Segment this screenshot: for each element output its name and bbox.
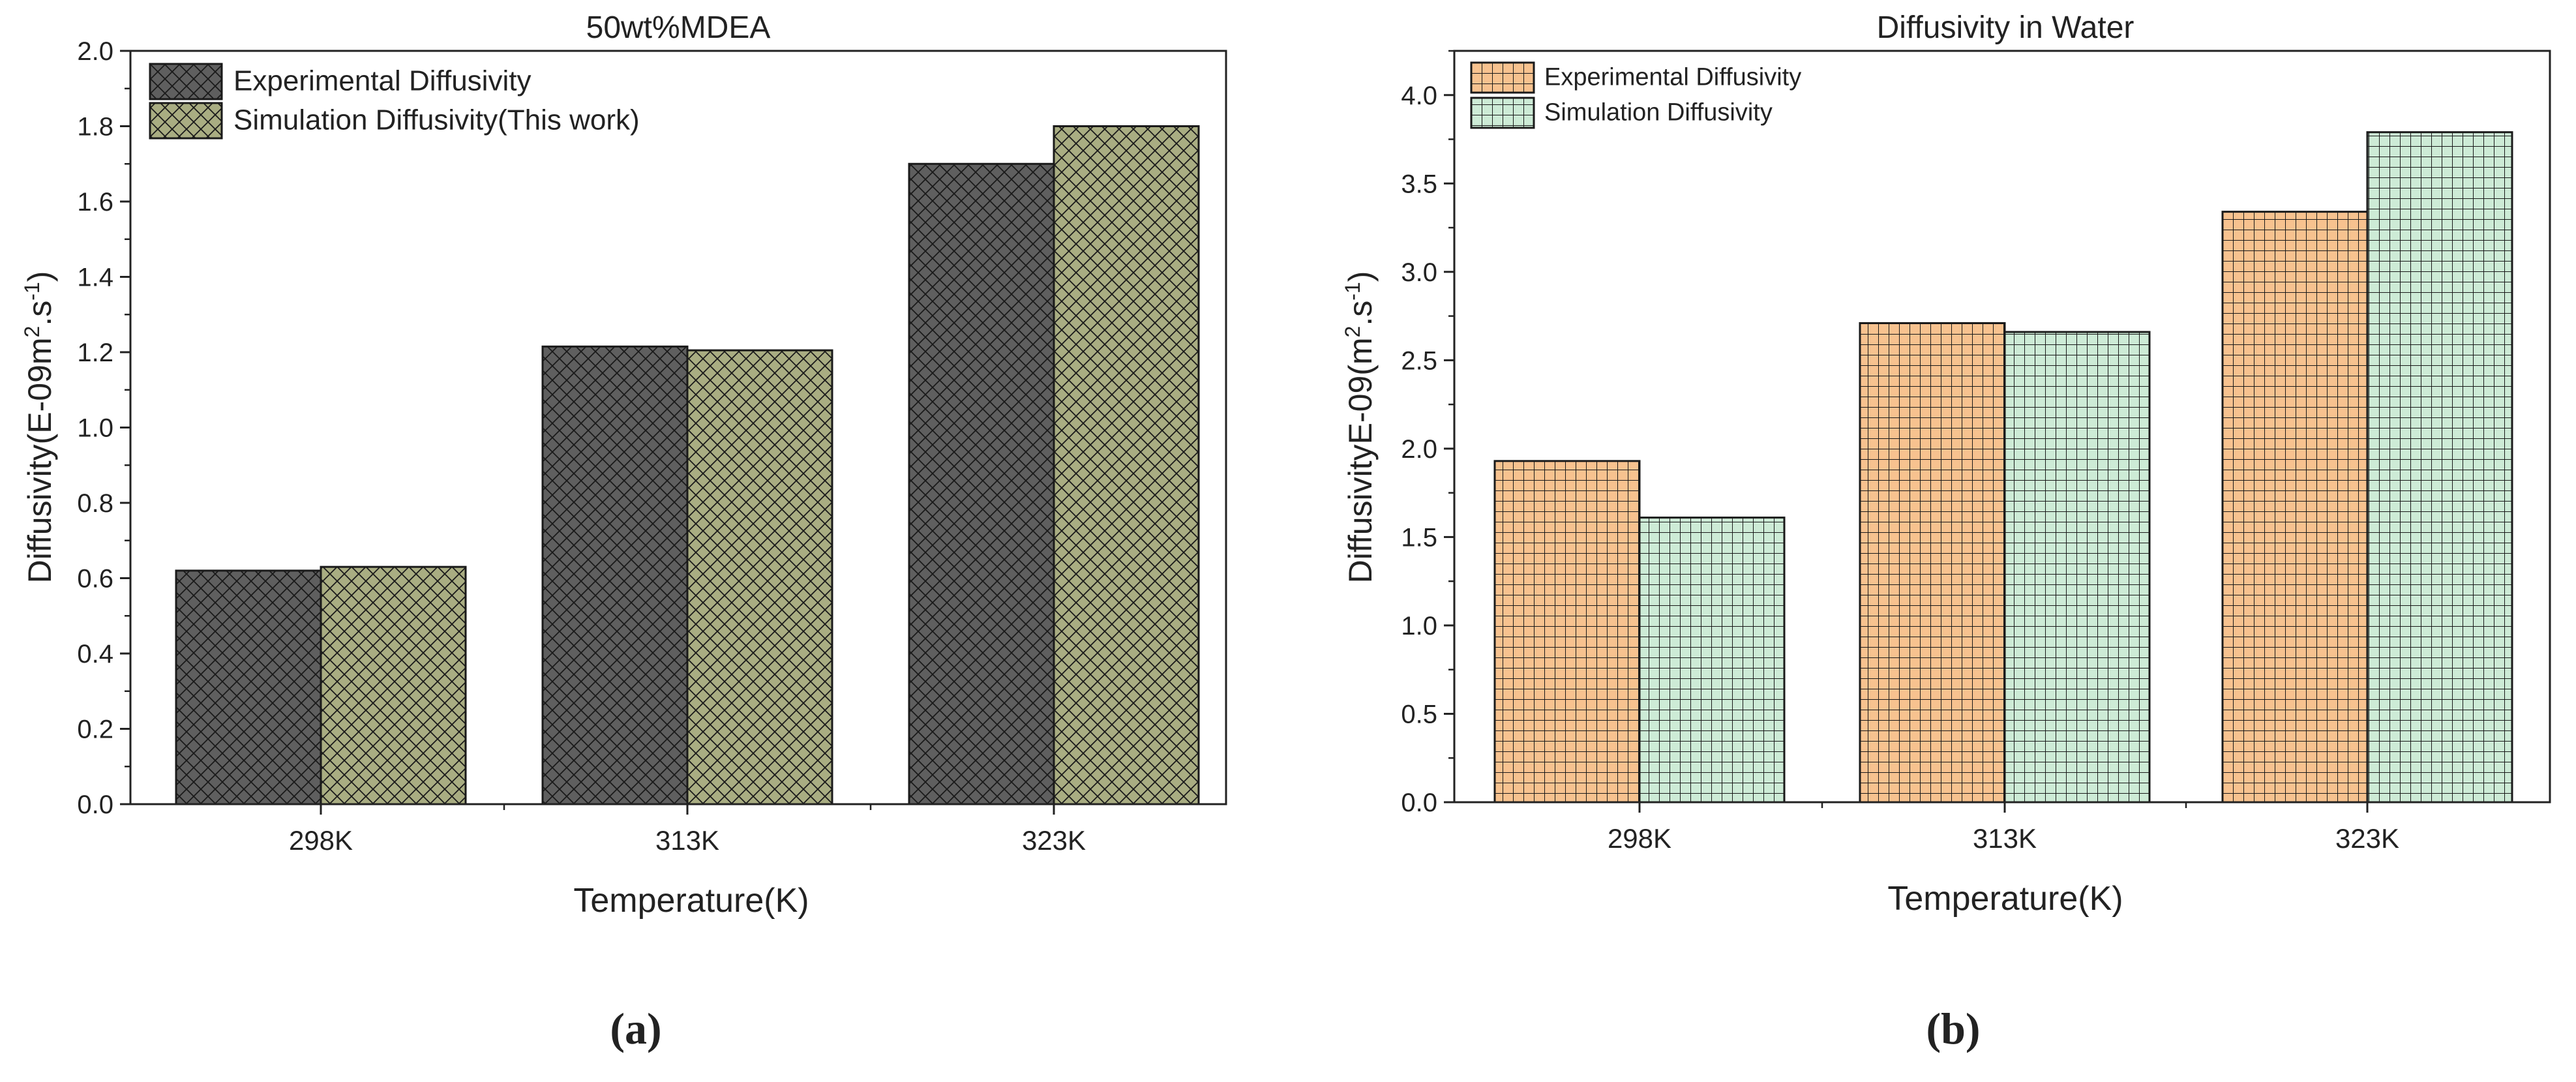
bar-hatch: [2366, 131, 2513, 804]
chart-b-y-axis: 0.0 0.5 1.0 1.5 2.0 2.5 3.0 3.5 4.0: [1401, 50, 1454, 817]
chart-b-x-axis: 298K 313K 323K: [1608, 802, 2399, 854]
chart-a-y-axis: 0.0 0.2 0.4 0.6 0.8 1.0 1.2 1.4 1.6 1.8 2.0: [77, 37, 130, 819]
chart-a-legend: Experimental Diffusivity Simulation Diffu…: [149, 63, 640, 140]
y-tick-label: 2.0: [1401, 435, 1437, 464]
legend-item-1: Simulation Diffusivity: [1470, 97, 1773, 129]
chart-a-x-axis-label: Temperature(K): [573, 882, 809, 920]
chart-a-title: 50wt%MDEA: [586, 10, 771, 45]
chart-b-x-axis-label: Temperature(K): [1887, 880, 2123, 918]
chart-b-plot-frame: [1453, 50, 2551, 804]
bar-hatch: [1859, 322, 2006, 804]
y-tick-label: 4.0: [1401, 82, 1437, 110]
chart-b: Diffusivity in Water 0.0 0.5 1.0 1.5 2.0 2.5 3…: [1341, 10, 2551, 1053]
bar-hatch: [1493, 460, 1641, 804]
legend-label: Simulation Diffusivity(This work): [233, 104, 640, 136]
y-tick-label: 1.0: [1401, 612, 1437, 640]
bar-hatch: [175, 569, 322, 805]
bar-0-0: [175, 569, 322, 805]
bar-2-1: [2366, 131, 2513, 804]
chart-b-y-axis-label: DiffusivityE-09(m2.s-1): [1341, 271, 1379, 584]
y-tick-label: 1.2: [77, 338, 113, 367]
chart-a: 50wt%MDEA 0.0 0.2 0.4 0.6 0.8 1.0 1.2 1.4 1.6 1.8…: [20, 10, 1227, 1053]
bar-1-1: [686, 349, 833, 805]
y-tick-label: 0.0: [1401, 789, 1437, 817]
legend-swatch-hatch: [1470, 61, 1535, 94]
legend-swatch-hatch: [1470, 97, 1535, 129]
y-tick-label: 0.0: [77, 790, 113, 819]
chart-a-bars: [175, 125, 1200, 805]
y-tick-label: 0.8: [77, 489, 113, 518]
y-tick-label: 1.4: [77, 263, 113, 292]
x-tick-label: 298K: [289, 825, 353, 856]
x-tick-label: 313K: [1973, 823, 2037, 854]
bar-2-0: [908, 162, 1055, 805]
y-tick-label: 2.0: [77, 37, 113, 66]
x-tick-label: 313K: [655, 825, 719, 856]
bar-0-1: [1638, 517, 1786, 804]
y-tick-label: 2.5: [1401, 346, 1437, 375]
legend-swatch-hatch: [149, 102, 223, 140]
legend-item-1: Simulation Diffusivity(This work): [149, 102, 640, 140]
y-tick-label: 1.5: [1401, 523, 1437, 552]
y-tick-label: 0.5: [1401, 700, 1437, 729]
chart-b-bars: [1493, 131, 2513, 804]
bar-0-1: [320, 565, 467, 805]
y-tick-label: 1.0: [77, 414, 113, 443]
bar-hatch: [908, 162, 1055, 805]
legend-label: Experimental Diffusivity: [233, 65, 531, 97]
bar-2-0: [2221, 211, 2369, 804]
bar-hatch: [2221, 211, 2369, 804]
x-tick-label: 323K: [1022, 825, 1086, 856]
legend-item-0: Experimental Diffusivity: [1470, 61, 1801, 94]
x-tick-label: 323K: [2335, 823, 2399, 854]
bar-hatch: [320, 565, 467, 805]
bar-1-0: [1859, 322, 2006, 804]
bar-hatch: [1638, 517, 1786, 804]
bar-hatch: [1053, 125, 1200, 805]
bar-2-1: [1053, 125, 1200, 805]
chart-a-y-axis-label: Diffusivity(E-09m2.s-1): [20, 271, 58, 584]
legend-label: Experimental Diffusivity: [1544, 64, 1801, 91]
chart-a-x-axis: 298K 313K 323K: [289, 804, 1086, 856]
y-tick-label: 0.6: [77, 565, 113, 594]
legend-item-0: Experimental Diffusivity: [149, 63, 531, 100]
y-tick-label: 0.4: [77, 640, 113, 669]
x-tick-label: 298K: [1608, 823, 1671, 854]
legend-label: Simulation Diffusivity: [1544, 99, 1773, 127]
chart-b-title: Diffusivity in Water: [1877, 10, 2134, 45]
bar-1-0: [541, 345, 689, 805]
bar-hatch: [686, 349, 833, 805]
y-tick-label: 1.8: [77, 113, 113, 142]
chart-a-panel-label: (a): [610, 1004, 661, 1053]
chart-a-plot-frame: [129, 50, 1227, 805]
y-tick-label: 1.6: [77, 188, 113, 217]
y-tick-label: 3.5: [1401, 170, 1437, 198]
legend-swatch-hatch: [149, 63, 223, 100]
chart-b-legend: Experimental Diffusivity Simulation Diffu…: [1470, 61, 1801, 129]
y-tick-label: 0.2: [77, 715, 113, 744]
bar-1-1: [2003, 331, 2151, 804]
bar-hatch: [541, 345, 689, 805]
bar-hatch: [2003, 331, 2151, 804]
chart-b-panel-label: (b): [1926, 1004, 1980, 1053]
y-tick-label: 3.0: [1401, 258, 1437, 287]
bar-0-0: [1493, 460, 1641, 804]
